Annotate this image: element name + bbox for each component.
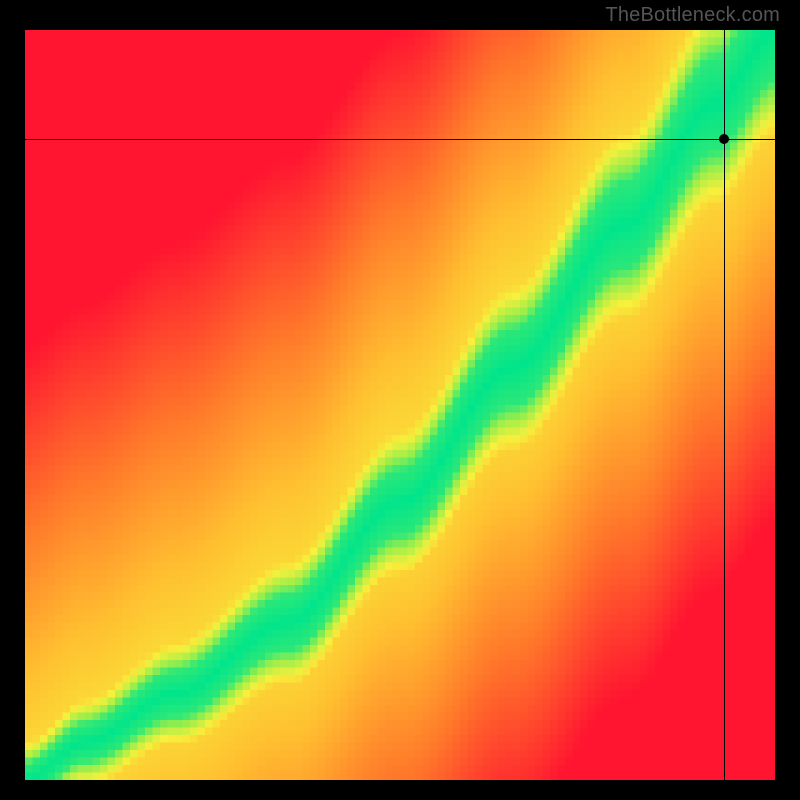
marker-dot: [719, 134, 729, 144]
bottleneck-heatmap: [25, 30, 775, 780]
plot-area: [25, 30, 775, 780]
chart-container: TheBottleneck.com: [0, 0, 800, 800]
marker-crosshair-horizontal: [25, 139, 775, 140]
watermark-label: TheBottleneck.com: [605, 4, 780, 27]
